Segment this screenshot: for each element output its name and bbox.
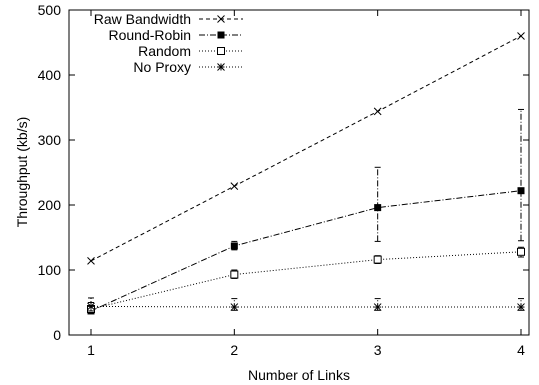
point-round-robin-4 [517,187,525,195]
y-tick-label-300: 300 [38,132,62,148]
point-no-proxy-4-stroke-b [517,303,525,311]
point-raw-bandwidth-4 [517,32,525,40]
legend-label-raw-bandwidth: Raw Bandwidth [94,11,191,27]
legend-marker-no-proxy [217,63,225,71]
series-raw-bandwidth [87,32,525,265]
point-no-proxy-4 [517,303,525,311]
x-tick-label-3: 3 [374,342,382,358]
x-tick-label-2: 2 [230,342,238,358]
legend-label-no-proxy: No Proxy [133,59,191,75]
legend-marker-raw-bandwidth-stroke-b [217,15,225,23]
series-random [87,246,525,315]
y-tick-label-0: 0 [53,327,61,343]
error-bar-round-robin-4 [518,108,524,242]
legend-label-round-robin: Round-Robin [109,27,192,43]
y-axis-title: Throughput (kb/s) [14,117,30,228]
point-raw-bandwidth-3-stroke-b [373,107,382,116]
y-tick-label-500: 500 [38,2,62,18]
series-line-no-proxy [90,305,521,308]
legend-marker-raw-bandwidth [217,15,225,23]
point-raw-bandwidth-2 [230,182,239,191]
y-tick-label-100: 100 [38,262,62,278]
axis-ticks: 0 100 200 300 400 500 1 2 3 4 [38,2,529,358]
point-raw-bandwidth-2-stroke-b [230,182,239,191]
legend-marker-random [217,47,225,55]
series-line-random [90,251,522,310]
x-tick-label-1: 1 [87,342,95,358]
point-random-4 [517,247,525,256]
legend-entry-no-proxy: No Proxy [133,59,243,75]
series-line-raw-bandwidth [90,35,522,262]
point-raw-bandwidth-3 [373,107,382,116]
point-raw-bandwidth-4-stroke-b [517,32,525,40]
legend-label-random: Random [138,43,191,59]
point-round-robin-3 [374,204,382,212]
point-raw-bandwidth-1 [87,257,95,265]
point-no-proxy-3-stroke-b [373,303,382,311]
series-line-round-robin [90,190,522,312]
legend-marker-no-proxy-stroke-b [217,63,225,71]
point-no-proxy-3 [373,303,382,311]
plot-frame [68,9,530,336]
y-tick-label-400: 400 [38,67,62,83]
y-tick-label-200: 200 [38,197,62,213]
series-no-proxy [87,297,525,312]
series-round-robin [87,108,525,315]
legend-entry-random: Random [138,43,243,59]
legend-marker-round-robin [217,31,225,39]
point-raw-bandwidth-1-stroke-b [87,257,95,265]
point-round-robin-2 [230,242,238,250]
legend-entry-round-robin: Round-Robin [109,27,243,43]
point-no-proxy-2-stroke-b [230,303,239,311]
point-no-proxy-1 [87,302,95,311]
point-random-3 [373,255,382,264]
x-tick-label-4: 4 [517,342,525,358]
legend-entry-raw-bandwidth: Raw Bandwidth [94,11,243,27]
point-random-2 [230,270,239,279]
series-layer [87,32,525,315]
point-no-proxy-2 [230,303,239,311]
error-bar-random-4 [518,246,524,258]
point-no-proxy-1-stroke-b [87,302,95,311]
x-axis-title: Number of Links [248,367,350,383]
